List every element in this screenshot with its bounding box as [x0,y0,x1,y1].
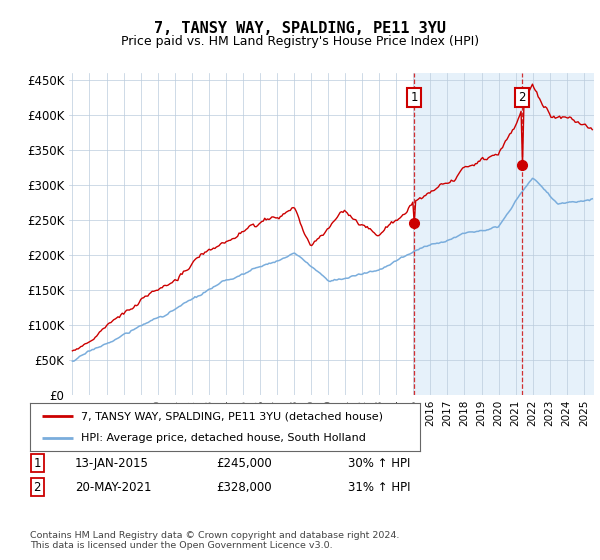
Text: 7, TANSY WAY, SPALDING, PE11 3YU (detached house): 7, TANSY WAY, SPALDING, PE11 3YU (detach… [81,411,383,421]
Text: 2: 2 [518,91,526,104]
Text: 13-JAN-2015: 13-JAN-2015 [75,456,149,470]
Text: 1: 1 [34,456,41,470]
Text: £245,000: £245,000 [216,456,272,470]
Bar [414,73,600,395]
Text: 20-MAY-2021: 20-MAY-2021 [75,480,151,494]
Text: £328,000: £328,000 [216,480,272,494]
Text: 1: 1 [410,91,418,104]
Text: 2: 2 [34,480,41,494]
Text: Contains HM Land Registry data © Crown copyright and database right 2024.
This d: Contains HM Land Registry data © Crown c… [30,531,400,550]
Text: HPI: Average price, detached house, South Holland: HPI: Average price, detached house, Sout… [81,433,365,443]
Text: 7, TANSY WAY, SPALDING, PE11 3YU: 7, TANSY WAY, SPALDING, PE11 3YU [154,21,446,36]
Text: 31% ↑ HPI: 31% ↑ HPI [348,480,410,494]
Text: Price paid vs. HM Land Registry's House Price Index (HPI): Price paid vs. HM Land Registry's House … [121,35,479,48]
Text: 30% ↑ HPI: 30% ↑ HPI [348,456,410,470]
